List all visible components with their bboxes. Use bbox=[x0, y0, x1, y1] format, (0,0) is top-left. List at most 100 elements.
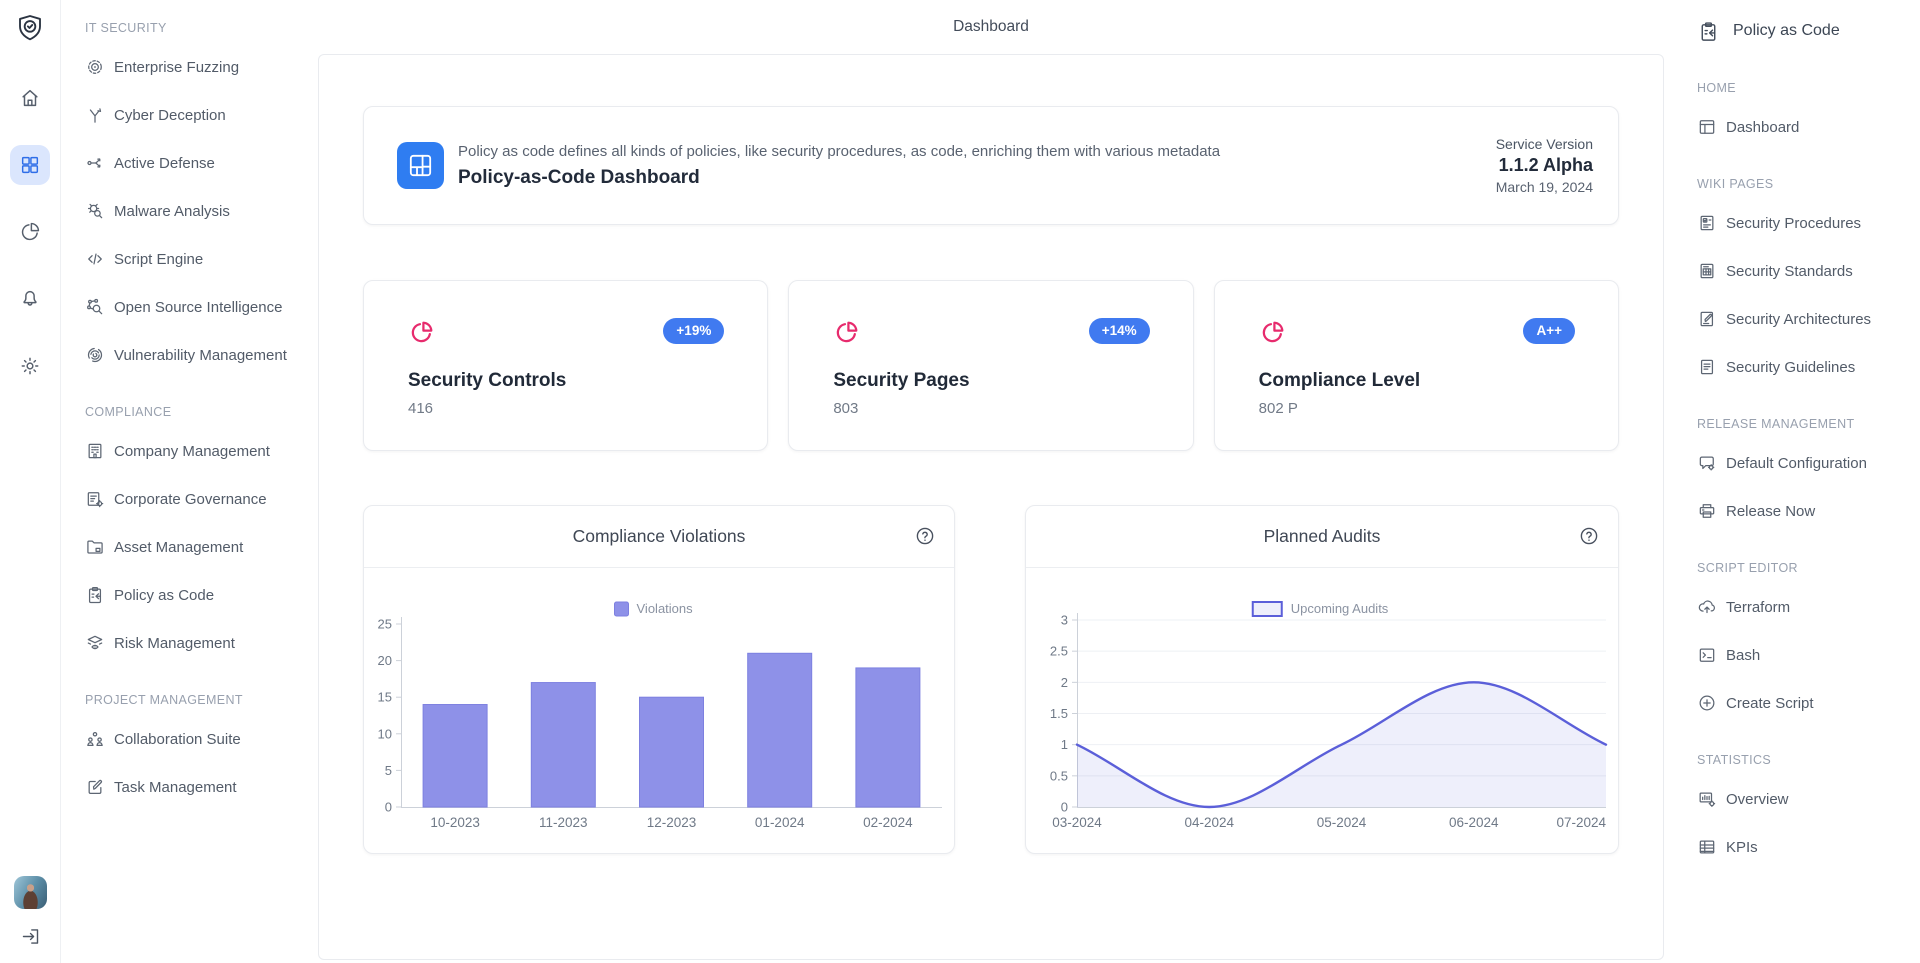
bubble-gear-icon bbox=[1697, 453, 1717, 473]
sidebar-item-asset-management[interactable]: Asset Management bbox=[85, 523, 318, 571]
rail-item-notifications[interactable] bbox=[10, 279, 50, 319]
rightbar-item-create-script[interactable]: Create Script bbox=[1697, 679, 1920, 727]
branch-arrow-icon bbox=[89, 108, 102, 123]
stat-title: Compliance Level bbox=[1258, 370, 1421, 391]
rightbar-section-label-home: HOME bbox=[1697, 81, 1736, 95]
sidebar-section-label-compliance: COMPLIANCE bbox=[85, 405, 172, 419]
sidebar-item-collaboration-suite[interactable]: Collaboration Suite bbox=[85, 715, 318, 763]
service-version-block: Service Version 1.1.2 Alpha March 19, 20… bbox=[1496, 136, 1593, 195]
doc-check-icon bbox=[1697, 213, 1717, 233]
rightbar-item-security-procedures[interactable]: Security Procedures bbox=[1697, 199, 1920, 247]
rightbar-section-label-statistics: STATISTICS bbox=[1697, 753, 1772, 767]
rail-item-apps[interactable] bbox=[10, 145, 50, 185]
doc-check-icon bbox=[1700, 215, 1714, 231]
left-sidebar: IT SECURITY Enterprise Fuzzing Cyber Decep… bbox=[61, 0, 318, 963]
list-gear-icon bbox=[85, 489, 105, 509]
sidebar-item-enterprise-fuzzing[interactable]: Enterprise Fuzzing bbox=[85, 43, 318, 91]
rightbar-item-security-architectures[interactable]: Security Architectures bbox=[1697, 295, 1920, 343]
sidebar-section-label-it-security: IT SECURITY bbox=[85, 21, 167, 35]
clipboard-code-icon bbox=[85, 585, 105, 605]
folder-box-icon bbox=[87, 540, 103, 554]
users-group-icon bbox=[85, 729, 105, 749]
clipboard-code-icon bbox=[1701, 21, 1716, 41]
svg-text:0: 0 bbox=[1061, 800, 1068, 815]
svg-text:12-2023: 12-2023 bbox=[647, 815, 697, 830]
table-icon bbox=[1697, 837, 1717, 857]
rightbar-item-kpis[interactable]: KPIs bbox=[1697, 823, 1920, 871]
sidebar-item-task-management[interactable]: Task Management bbox=[85, 763, 318, 811]
svg-text:1: 1 bbox=[1061, 737, 1068, 752]
svg-text:0.5: 0.5 bbox=[1050, 768, 1068, 783]
rightbar-item-bash[interactable]: Bash bbox=[1697, 631, 1920, 679]
sidebar-item-risk-management[interactable]: Risk Management bbox=[85, 619, 318, 667]
rail-item-home[interactable] bbox=[10, 78, 50, 118]
rightbar-item-label: Bash bbox=[1726, 646, 1761, 664]
rightbar-item-dashboard[interactable]: Dashboard bbox=[1697, 103, 1920, 151]
pie-pink-icon bbox=[411, 321, 433, 343]
rightbar-item-label: Security Procedures bbox=[1726, 214, 1862, 232]
bubble-gear-icon bbox=[1699, 456, 1715, 471]
svg-text:25: 25 bbox=[378, 617, 392, 632]
sidebar-item-label: Active Defense bbox=[114, 154, 215, 172]
stat-value: 803 bbox=[833, 400, 859, 417]
rightbar-item-label: Security Guidelines bbox=[1726, 358, 1856, 376]
svg-text:06-2024: 06-2024 bbox=[1449, 815, 1499, 830]
chart-header: Compliance Violations bbox=[364, 506, 954, 568]
sidebar-item-label: Enterprise Fuzzing bbox=[114, 58, 240, 76]
help-icon[interactable] bbox=[913, 525, 937, 549]
rightbar-item-security-standards[interactable]: Security Standards bbox=[1697, 247, 1920, 295]
bug-search-icon bbox=[87, 203, 103, 219]
rail-item-analytics[interactable] bbox=[10, 212, 50, 252]
sidebar-item-policy-as-code[interactable]: Policy as Code bbox=[85, 571, 318, 619]
svg-text:04-2024: 04-2024 bbox=[1184, 815, 1234, 830]
bar-chart: Violations 0 5 10 15 20 25 10-2023 11-2023 12-202… bbox=[364, 568, 954, 854]
svg-text:11-2023: 11-2023 bbox=[539, 815, 588, 830]
svg-text:10-2023: 10-2023 bbox=[430, 815, 480, 830]
sidebar-item-cyber-deception[interactable]: Cyber Deception bbox=[85, 91, 318, 139]
target-icon bbox=[85, 57, 105, 77]
rightbar-item-security-guidelines[interactable]: Security Guidelines bbox=[1697, 343, 1920, 391]
svg-text:1.5: 1.5 bbox=[1050, 706, 1068, 721]
flow-arrows-icon bbox=[87, 158, 101, 168]
sidebar-item-malware-analysis[interactable]: Malware Analysis bbox=[85, 187, 318, 235]
chart-title: Planned Audits bbox=[1263, 526, 1381, 546]
cloud-up-icon bbox=[1697, 597, 1717, 617]
sidebar-item-active-defense[interactable]: Active Defense bbox=[85, 139, 318, 187]
rightbar-section-label-wiki-pages: WIKI PAGES bbox=[1697, 177, 1774, 191]
sidebar-item-label: Task Management bbox=[114, 778, 237, 796]
board-chart-icon bbox=[1697, 789, 1717, 809]
user-avatar[interactable] bbox=[13, 876, 47, 909]
help-icon[interactable] bbox=[1577, 525, 1601, 549]
clipboard-code-icon bbox=[1697, 20, 1720, 43]
sidebar-item-corporate-governance[interactable]: Corporate Governance bbox=[85, 475, 318, 523]
fingerprint-icon bbox=[85, 345, 105, 365]
planned-audits-card: Planned Audits Upcoming Audits 0 0.5 1 1.5 2 2… bbox=[1025, 505, 1619, 854]
stat-value: 416 bbox=[408, 400, 434, 417]
rightbar-item-default-configuration[interactable]: Default Configuration bbox=[1697, 439, 1920, 487]
cloud-up-icon bbox=[1698, 600, 1716, 614]
right-sidebar: Policy as Code HOME Dashboard WIKI PAGES Se… bbox=[1664, 0, 1920, 963]
svg-text:01-2024: 01-2024 bbox=[755, 815, 805, 830]
doc-table-icon bbox=[1697, 261, 1717, 281]
logout-button[interactable] bbox=[10, 921, 50, 955]
rightbar-item-label: Default Configuration bbox=[1726, 454, 1867, 472]
home-icon bbox=[22, 89, 38, 107]
sidebar-item-label: Open Source Intelligence bbox=[114, 298, 283, 316]
rail-item-settings[interactable] bbox=[10, 346, 50, 386]
sidebar-item-label: Corporate Governance bbox=[114, 490, 267, 508]
rightbar-item-release-now[interactable]: Release Now bbox=[1697, 487, 1920, 535]
service-version-label: Service Version bbox=[1495, 136, 1593, 152]
sidebar-item-script-engine[interactable]: Script Engine bbox=[85, 235, 318, 283]
rightbar-item-label: Security Architectures bbox=[1726, 310, 1872, 328]
stat-badge: A++ bbox=[1523, 318, 1575, 344]
sidebar-item-vulnerability-management[interactable]: Vulnerability Management bbox=[85, 331, 318, 379]
sidebar-item-company-management[interactable]: Company Management bbox=[85, 427, 318, 475]
svg-text:Violations: Violations bbox=[637, 601, 694, 616]
rightbar-item-overview[interactable]: Overview bbox=[1697, 775, 1920, 823]
layers-eye-icon bbox=[85, 633, 105, 653]
doc-edit-icon bbox=[1700, 311, 1714, 327]
service-version-date: March 19, 2024 bbox=[1495, 179, 1593, 195]
rightbar-section-label-script-editor: SCRIPT EDITOR bbox=[1697, 561, 1798, 575]
sidebar-item-open-source-intelligence[interactable]: Open Source Intelligence bbox=[85, 283, 318, 331]
rightbar-item-terraform[interactable]: Terraform bbox=[1697, 583, 1920, 631]
